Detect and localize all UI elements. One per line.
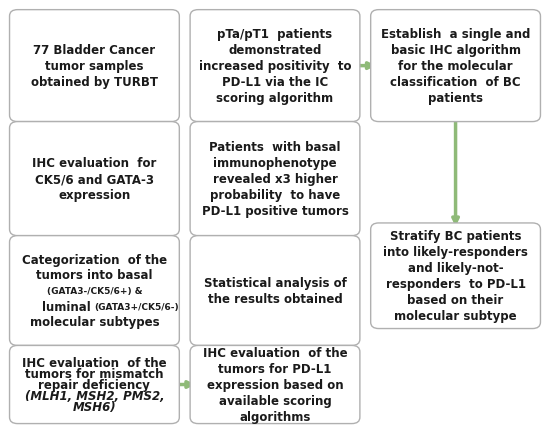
Text: luminal: luminal (42, 300, 95, 313)
Text: IHC evaluation  of the
tumors for PD-L1
expression based on
available scoring
al: IHC evaluation of the tumors for PD-L1 e… (203, 346, 347, 423)
Text: (GATA3-/CK5/6+) &: (GATA3-/CK5/6+) & (47, 286, 142, 295)
Text: Stratify BC patients
into likely-responders
and likely-not-
responders  to PD-L1: Stratify BC patients into likely-respond… (383, 230, 528, 322)
Text: repair deficiency: repair deficiency (39, 378, 150, 391)
Text: (MLH1, MSH2, PMS2,: (MLH1, MSH2, PMS2, (25, 389, 164, 402)
Text: (GATA3+/CK5/6-): (GATA3+/CK5/6-) (95, 302, 179, 311)
Text: Patients  with basal
immunophenotype
revealed x3 higher
probability  to have
PD-: Patients with basal immunophenotype reve… (201, 141, 349, 218)
Text: MSH6): MSH6) (73, 400, 116, 413)
FancyBboxPatch shape (9, 346, 179, 424)
Text: Establish  a single and
basic IHC algorithm
for the molecular
classification  of: Establish a single and basic IHC algorit… (381, 28, 530, 105)
Text: tumors for mismatch: tumors for mismatch (25, 367, 164, 380)
Text: 77 Bladder Cancer
tumor samples
obtained by TURBT: 77 Bladder Cancer tumor samples obtained… (31, 44, 158, 89)
FancyBboxPatch shape (371, 11, 541, 122)
Text: molecular subtypes: molecular subtypes (30, 315, 159, 329)
Text: IHC evaluation  of the: IHC evaluation of the (22, 356, 167, 369)
FancyBboxPatch shape (9, 122, 179, 236)
FancyBboxPatch shape (190, 122, 360, 236)
FancyBboxPatch shape (190, 236, 360, 346)
FancyBboxPatch shape (9, 11, 179, 122)
Text: IHC evaluation  for
CK5/6 and GATA-3
expression: IHC evaluation for CK5/6 and GATA-3 expr… (32, 157, 157, 202)
Text: Statistical analysis of
the results obtained: Statistical analysis of the results obta… (204, 276, 346, 305)
Text: pTa/pT1  patients
demonstrated
increased positivity  to
PD-L1 via the IC
scoring: pTa/pT1 patients demonstrated increased … (199, 28, 351, 105)
FancyBboxPatch shape (190, 346, 360, 424)
FancyBboxPatch shape (371, 224, 541, 329)
Text: tumors into basal: tumors into basal (36, 269, 153, 282)
Text: Categorization  of the: Categorization of the (22, 253, 167, 266)
FancyBboxPatch shape (9, 236, 179, 346)
FancyBboxPatch shape (190, 11, 360, 122)
